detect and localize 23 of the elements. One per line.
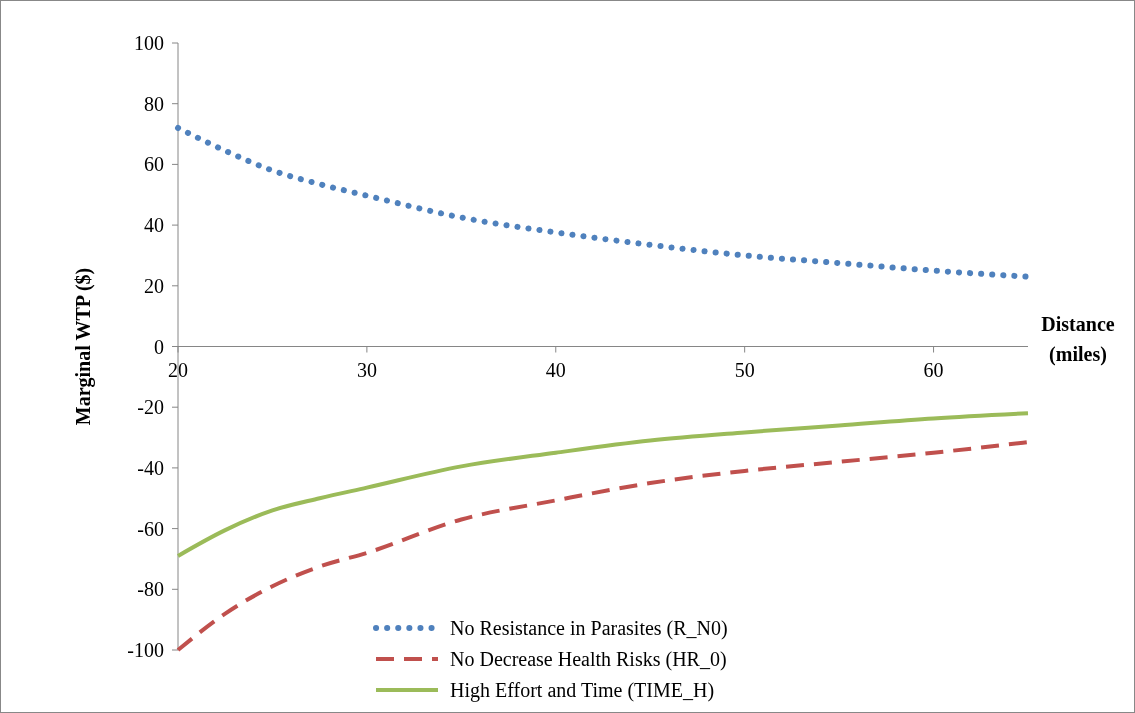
y-tick-label: -20 [137,396,164,419]
y-axis-title: Marginal WTP ($) [72,267,95,426]
y-tick-label: 80 [144,92,164,115]
x-tick-label: 20 [168,358,188,381]
y-tick-label: -60 [137,517,164,540]
legend-label: High Effort and Time (TIME_H) [450,679,715,702]
y-tick-label: 0 [154,335,164,358]
line-series [176,440,1030,652]
y-tick-label: 20 [144,274,164,297]
y-tick-label: -100 [127,639,164,661]
x-axis-title: Distance (miles) [1041,313,1115,366]
x-tick-label: 40 [545,358,566,381]
x-tick-label: 60 [923,358,944,381]
y-tick-label: 60 [144,153,164,176]
y-tick-label: -40 [137,456,164,479]
line-series [176,411,1030,558]
y-tick-label: 100 [134,32,164,54]
legend-label: No Decrease Health Risks (HR_0) [450,648,727,671]
x-tick-label: 50 [734,358,755,381]
y-tick-label: 40 [144,214,164,237]
y-tick-label: -80 [137,578,164,601]
x-tick-label: 30 [356,358,377,381]
legend-label: No Resistance in Parasites (R_N0) [450,617,728,640]
